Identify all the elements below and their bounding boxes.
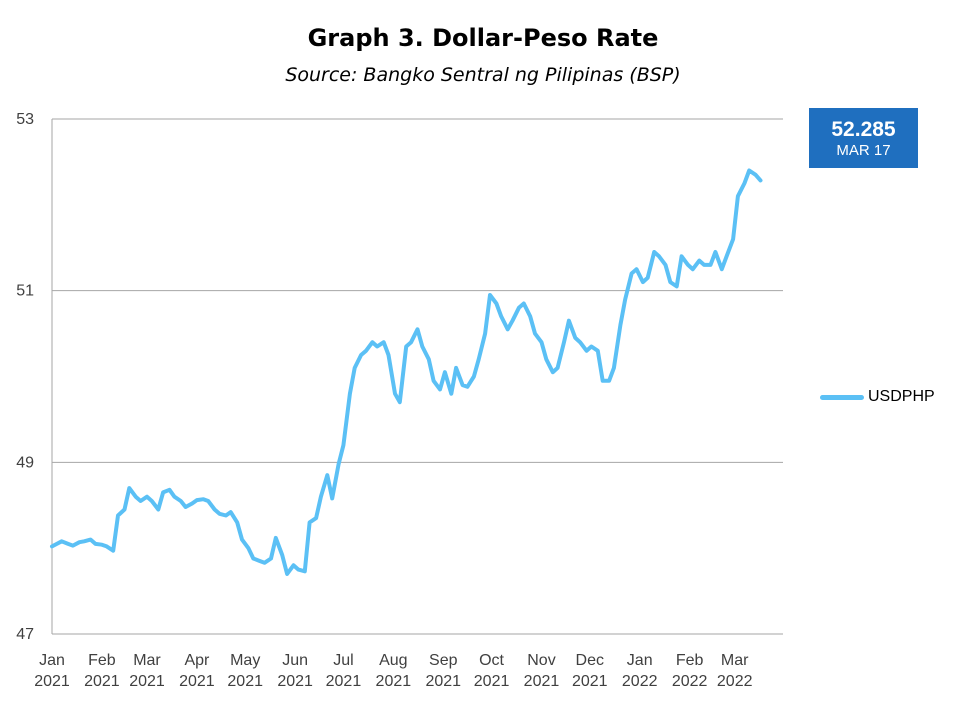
y-tick-label: 47 <box>16 626 34 643</box>
x-tick-year: 2021 <box>179 673 215 690</box>
x-tick-year: 2021 <box>227 673 263 690</box>
latest-value-badge: 52.285 MAR 17 <box>809 108 918 168</box>
y-tick-labels: 47 49 51 53 <box>16 111 34 643</box>
legend-swatch <box>820 394 864 400</box>
x-tick-year: 2022 <box>622 673 658 690</box>
latest-value: 52.285 <box>831 118 896 141</box>
x-tick-year: 2021 <box>84 673 120 690</box>
x-tick-month: Sep <box>429 652 458 669</box>
x-tick-month: Feb <box>676 652 704 669</box>
x-tick-year: 2021 <box>425 673 461 690</box>
x-tick-year: 2021 <box>376 673 412 690</box>
x-tick-month: Aug <box>379 652 407 669</box>
x-tick-month: Jan <box>39 652 65 669</box>
latest-date: MAR 17 <box>836 142 891 159</box>
x-tick-year: 2021 <box>129 673 165 690</box>
x-tick-month: Feb <box>88 652 116 669</box>
legend: USDPHP <box>820 388 935 406</box>
y-tick-label: 51 <box>16 283 34 300</box>
x-tick-month: Jan <box>627 652 653 669</box>
x-tick-year: 2021 <box>277 673 313 690</box>
y-tick-label: 49 <box>16 454 34 471</box>
x-tick-month: May <box>230 652 260 669</box>
legend-label: USDPHP <box>868 388 935 405</box>
chart-title: Graph 3. Dollar-Peso Rate <box>307 24 659 52</box>
series-line-usdphp <box>50 168 763 576</box>
x-tick-year: 2021 <box>572 673 608 690</box>
x-tick-year: 2022 <box>672 673 708 690</box>
y-tick-label: 53 <box>16 111 34 128</box>
x-tick-year: 2021 <box>524 673 560 690</box>
chart-subtitle: Source: Bangko Sentral ng Pilipinas (BSP… <box>285 64 681 86</box>
x-tick-month: Mar <box>133 652 161 669</box>
x-tick-month: Jun <box>282 652 308 669</box>
x-tick-month: Oct <box>479 652 504 669</box>
x-tick-month: Mar <box>721 652 749 669</box>
x-tick-month: Dec <box>576 652 604 669</box>
x-tick-year: 2021 <box>34 673 70 690</box>
x-tick-month: Nov <box>527 652 555 669</box>
x-tick-year: 2021 <box>326 673 362 690</box>
x-tick-year: 2021 <box>474 673 510 690</box>
gridlines <box>52 118 783 635</box>
x-tick-month: Jul <box>333 652 353 669</box>
x-tick-labels: Jan 2021 Feb 2021 Mar 2021 Apr 2021 May 2021 Jun 20… <box>34 652 752 690</box>
x-tick-year: 2022 <box>717 673 753 690</box>
x-tick-month: Apr <box>184 652 210 669</box>
